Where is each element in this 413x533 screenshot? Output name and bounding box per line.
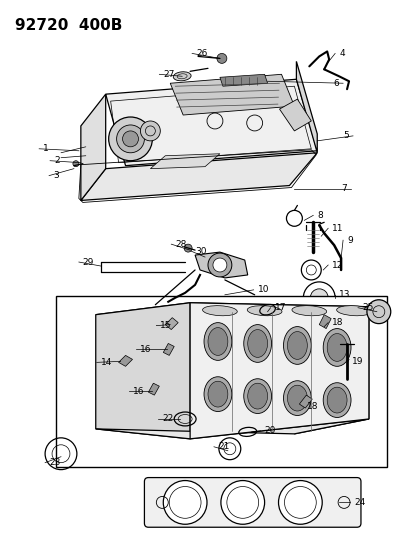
Polygon shape — [163, 343, 174, 356]
Circle shape — [366, 300, 390, 324]
Ellipse shape — [323, 383, 350, 417]
Polygon shape — [318, 314, 330, 328]
Circle shape — [163, 481, 206, 524]
Ellipse shape — [202, 305, 237, 316]
Polygon shape — [294, 306, 368, 434]
Ellipse shape — [326, 387, 346, 413]
Circle shape — [184, 244, 192, 252]
Polygon shape — [299, 395, 311, 408]
Ellipse shape — [323, 328, 350, 366]
Text: 24: 24 — [353, 498, 364, 507]
Ellipse shape — [287, 385, 306, 411]
Circle shape — [73, 161, 78, 167]
Ellipse shape — [326, 334, 346, 361]
Ellipse shape — [283, 327, 311, 365]
Polygon shape — [81, 94, 105, 200]
Polygon shape — [118, 356, 132, 366]
Text: 30: 30 — [195, 247, 206, 256]
Polygon shape — [95, 303, 368, 320]
Circle shape — [116, 125, 144, 153]
Circle shape — [310, 289, 328, 306]
Ellipse shape — [336, 305, 370, 316]
Ellipse shape — [207, 381, 227, 407]
Text: 17: 17 — [274, 303, 285, 312]
Text: 26: 26 — [196, 49, 207, 58]
Text: 18: 18 — [331, 318, 343, 327]
Text: 22: 22 — [162, 415, 173, 424]
Ellipse shape — [204, 377, 231, 411]
Text: 16: 16 — [140, 345, 152, 354]
Circle shape — [108, 117, 152, 161]
Ellipse shape — [283, 381, 311, 416]
Circle shape — [216, 53, 226, 63]
Text: 6: 6 — [332, 79, 338, 88]
Ellipse shape — [291, 305, 326, 316]
Polygon shape — [95, 419, 368, 439]
Ellipse shape — [247, 383, 267, 409]
Polygon shape — [219, 74, 267, 86]
Ellipse shape — [247, 305, 281, 316]
Text: 11: 11 — [331, 224, 343, 233]
Text: 3: 3 — [53, 171, 59, 180]
Ellipse shape — [173, 72, 191, 81]
Text: 4: 4 — [338, 49, 344, 58]
Text: 14: 14 — [100, 358, 112, 367]
Circle shape — [140, 121, 160, 141]
Polygon shape — [148, 383, 159, 395]
Text: 28: 28 — [175, 240, 186, 249]
Polygon shape — [81, 153, 316, 200]
Text: 18: 18 — [306, 401, 318, 410]
Polygon shape — [165, 318, 178, 329]
Polygon shape — [296, 61, 316, 153]
Text: 20: 20 — [264, 426, 275, 435]
Text: 21: 21 — [217, 442, 229, 451]
Polygon shape — [95, 303, 190, 439]
Text: 13: 13 — [338, 290, 350, 300]
Text: 27: 27 — [163, 70, 174, 79]
Ellipse shape — [243, 379, 271, 414]
Text: 29: 29 — [83, 257, 94, 266]
FancyBboxPatch shape — [144, 478, 360, 527]
Circle shape — [207, 253, 231, 277]
Text: 15: 15 — [160, 321, 171, 330]
Text: 8: 8 — [316, 211, 322, 220]
Polygon shape — [190, 303, 368, 439]
Text: 16: 16 — [132, 386, 144, 395]
Polygon shape — [105, 79, 316, 166]
Text: 7: 7 — [340, 184, 346, 193]
Text: 10: 10 — [257, 285, 268, 294]
Text: 12: 12 — [331, 261, 343, 270]
Text: 2: 2 — [54, 156, 59, 165]
Circle shape — [122, 131, 138, 147]
Ellipse shape — [247, 329, 267, 358]
Text: 92720  400B: 92720 400B — [15, 18, 122, 33]
Polygon shape — [56, 296, 386, 467]
Text: 23: 23 — [49, 458, 60, 467]
Ellipse shape — [243, 325, 271, 362]
Text: 25: 25 — [361, 303, 373, 312]
Circle shape — [221, 481, 264, 524]
Text: 5: 5 — [342, 131, 348, 140]
Polygon shape — [195, 252, 247, 278]
Circle shape — [212, 258, 226, 272]
Text: 1: 1 — [43, 144, 49, 154]
Circle shape — [278, 481, 321, 524]
Text: 9: 9 — [346, 236, 352, 245]
Polygon shape — [170, 74, 294, 115]
Ellipse shape — [204, 322, 231, 360]
Ellipse shape — [207, 328, 227, 356]
Ellipse shape — [287, 332, 306, 359]
Text: 19: 19 — [351, 357, 363, 366]
Polygon shape — [279, 99, 311, 131]
Polygon shape — [150, 154, 219, 168]
